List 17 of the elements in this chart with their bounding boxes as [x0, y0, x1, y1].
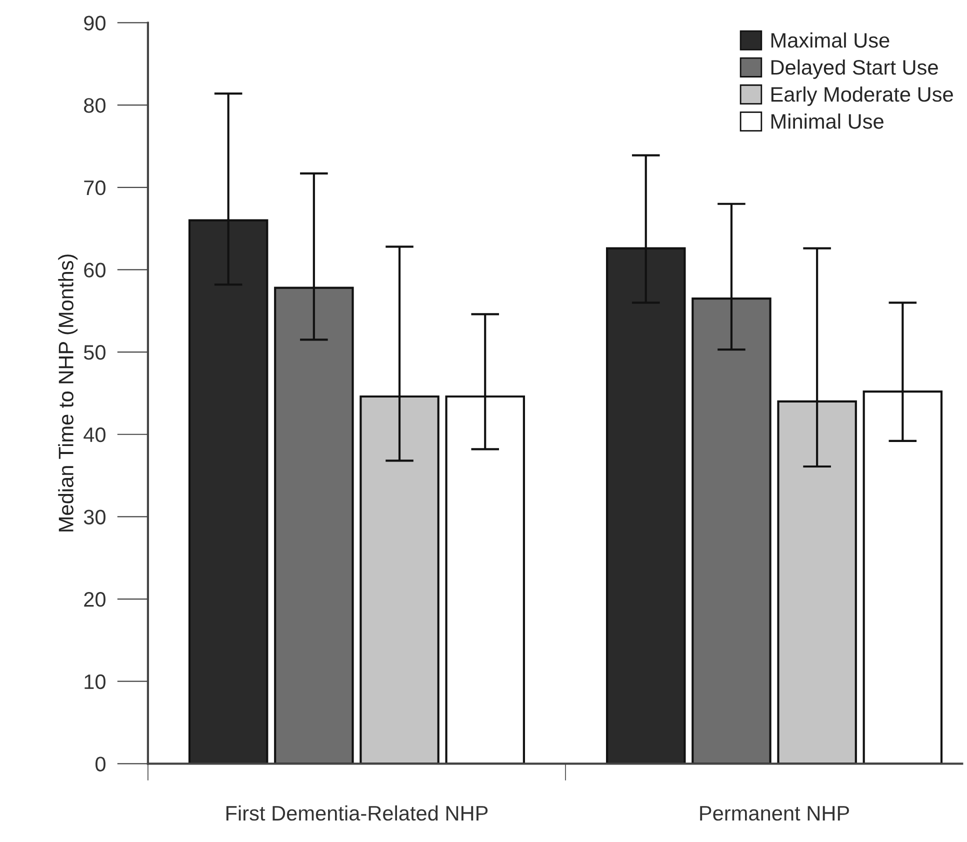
legend-label: Delayed Start Use	[771, 59, 938, 79]
legend-label: Minimal Use	[771, 114, 884, 129]
x-tick-label: Permanent NHP	[700, 806, 850, 821]
y-tick-label: 80	[84, 98, 106, 113]
x-tick-label: First Dementia-Related NHP	[226, 805, 488, 821]
y-tick-label: 30	[84, 510, 106, 524]
legend-label: Early Moderate Use	[771, 86, 953, 106]
y-tick-label: 10	[84, 674, 106, 690]
y-tick-label: 50	[84, 345, 106, 360]
y-tick-label: 90	[84, 16, 106, 30]
y-tick-label: 20	[84, 592, 106, 607]
y-tick-label: 0	[96, 756, 106, 772]
y-axis-title: Median Time to NHP (Months)	[58, 254, 78, 532]
legend-label: Maximal Use	[771, 32, 890, 48]
y-tick-label: 40	[84, 427, 106, 442]
y-tick-label: 70	[84, 180, 106, 196]
y-tick-label: 60	[84, 262, 106, 278]
